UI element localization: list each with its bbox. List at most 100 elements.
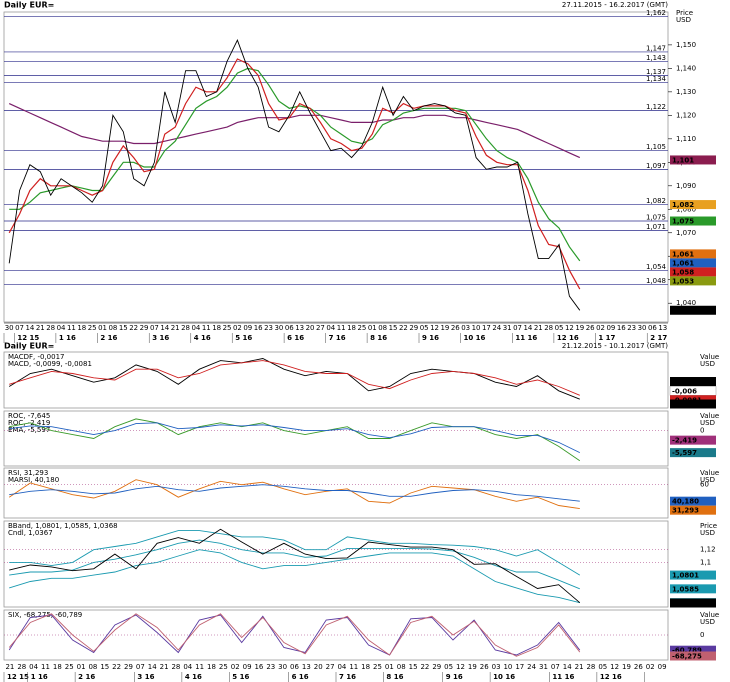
price-tag — [670, 645, 716, 655]
y-tick-label: 1,110 — [676, 135, 696, 143]
month-label: 5 16 — [232, 673, 249, 681]
month-label: 9 16 — [446, 673, 463, 681]
price-tag-label: 1,061 — [672, 250, 694, 258]
series-line — [9, 484, 580, 502]
series-line — [8, 613, 581, 657]
level-label: 1,143 — [646, 54, 666, 62]
month-label: 2 16 — [100, 334, 117, 342]
series-line — [8, 39, 581, 311]
x-tick-label: 01 — [77, 663, 86, 671]
level-label: 1,105 — [646, 143, 666, 151]
x-tick-label: 16 — [617, 324, 626, 332]
plot-frame — [3, 410, 669, 467]
x-tick-label: 31 — [503, 324, 512, 332]
x-tick-label: 04 — [337, 663, 346, 671]
x-tick-label: 22 — [129, 324, 138, 332]
y-tick-label: 1,12 — [700, 546, 716, 554]
y-tick-label: 1,040 — [676, 299, 696, 307]
level-label: 1,054 — [646, 263, 667, 271]
x-tick-label: 14 — [25, 324, 34, 332]
month-label: 7 16 — [329, 334, 346, 342]
x-tick-label: 09 — [658, 663, 667, 671]
series-line — [9, 360, 580, 396]
price-tag — [670, 155, 716, 165]
x-tick-label: 14 — [523, 324, 532, 332]
x-tick-label: 28 — [544, 324, 553, 332]
x-tick-label: 29 — [124, 663, 133, 671]
y-tick-label: 1,140 — [676, 64, 696, 72]
x-tick-label: 06 — [648, 324, 657, 332]
x-tick-label: 18 — [212, 324, 221, 332]
x-tick-label: 04 — [191, 324, 200, 332]
x-tick-label: 09 — [606, 324, 615, 332]
x-tick-label: 15 — [100, 663, 109, 671]
price-tag — [670, 448, 716, 458]
level-label: 1,075 — [646, 214, 666, 222]
price-tag-label: 1,101 — [672, 156, 694, 164]
x-tick-label: 12 — [456, 663, 465, 671]
x-tick-label: 19 — [622, 663, 631, 671]
y-tick-label: 1,070 — [676, 229, 696, 237]
month-label: 12 16 — [557, 334, 579, 342]
plot-frame — [3, 11, 669, 323]
x-tick-label: 12 — [565, 324, 574, 332]
x-tick-label: 30 — [638, 324, 647, 332]
x-tick-label: 04 — [183, 663, 192, 671]
y-tick-label: 0 — [700, 427, 704, 435]
price-tag-label: -5,597 — [672, 449, 697, 457]
x-tick-label: 08 — [88, 663, 97, 671]
x-tick-label: 17 — [482, 324, 491, 332]
x-tick-label: 28 — [17, 663, 26, 671]
y-axis-label: USD — [676, 16, 691, 24]
x-tick-label: 03 — [492, 663, 501, 671]
y-axis-label: USD — [700, 419, 715, 427]
x-tick-label: 21 — [534, 324, 543, 332]
legend-entry: RSI, 31,293 — [8, 469, 48, 477]
series-line — [9, 422, 580, 454]
x-tick-label: 18 — [53, 663, 62, 671]
x-tick-label: 13 — [302, 663, 311, 671]
x-tick-label: 21 — [160, 663, 169, 671]
x-tick-label: 11 — [195, 663, 204, 671]
x-tick-label: 15 — [389, 324, 398, 332]
price-tag-label: 40,180 — [672, 498, 699, 506]
x-tick-label: 02 — [646, 663, 655, 671]
x-tick-label: 04 — [326, 324, 335, 332]
x-tick-label: 28 — [171, 663, 180, 671]
x-tick-label: 27 — [316, 324, 325, 332]
level-label: 1,048 — [646, 277, 666, 285]
month-label: 9 16 — [422, 334, 439, 342]
x-tick-label: 25 — [219, 663, 228, 671]
x-tick-label: 03 — [461, 324, 470, 332]
month-label: 6 16 — [287, 334, 304, 342]
price-tag-label: -60,789 — [672, 647, 702, 655]
x-tick-label: 07 — [551, 663, 560, 671]
month-label: 12 16 — [600, 673, 622, 681]
month-label: 3 16 — [152, 334, 169, 342]
x-tick-label: 16 — [254, 663, 263, 671]
x-tick-label: 12 — [430, 324, 439, 332]
x-tick-label: 26 — [586, 324, 595, 332]
x-tick-label: 28 — [586, 663, 595, 671]
x-tick-label: 23 — [266, 663, 275, 671]
x-tick-label: 08 — [378, 324, 387, 332]
legend-entry: MACD, -0,0099, -0,0081 — [8, 360, 92, 368]
x-tick-label: 06 — [285, 324, 294, 332]
price-tag — [670, 496, 716, 506]
price-tag-label: -2,419 — [672, 437, 697, 445]
level-label: 1,137 — [646, 68, 666, 76]
month-label: 10 16 — [464, 334, 486, 342]
y-axis-label: USD — [700, 476, 715, 484]
month-label: 11 16 — [552, 673, 574, 681]
month-label: 1 17 — [598, 334, 615, 342]
x-tick-label: 15 — [119, 324, 128, 332]
x-tick-label: 25 — [373, 663, 382, 671]
price-tag-label: 1,0585 — [672, 585, 699, 593]
legend-entry: MACDF, -0,0017 — [8, 353, 64, 361]
y-axis-label: Value — [700, 412, 719, 420]
level-label: 1,097 — [646, 162, 666, 170]
x-tick-label: 11 — [202, 324, 211, 332]
legend-entry: ROC, -7,645 — [8, 412, 50, 420]
x-tick-label: 11 — [67, 324, 76, 332]
y-tick-label: 1,080 — [676, 205, 696, 213]
